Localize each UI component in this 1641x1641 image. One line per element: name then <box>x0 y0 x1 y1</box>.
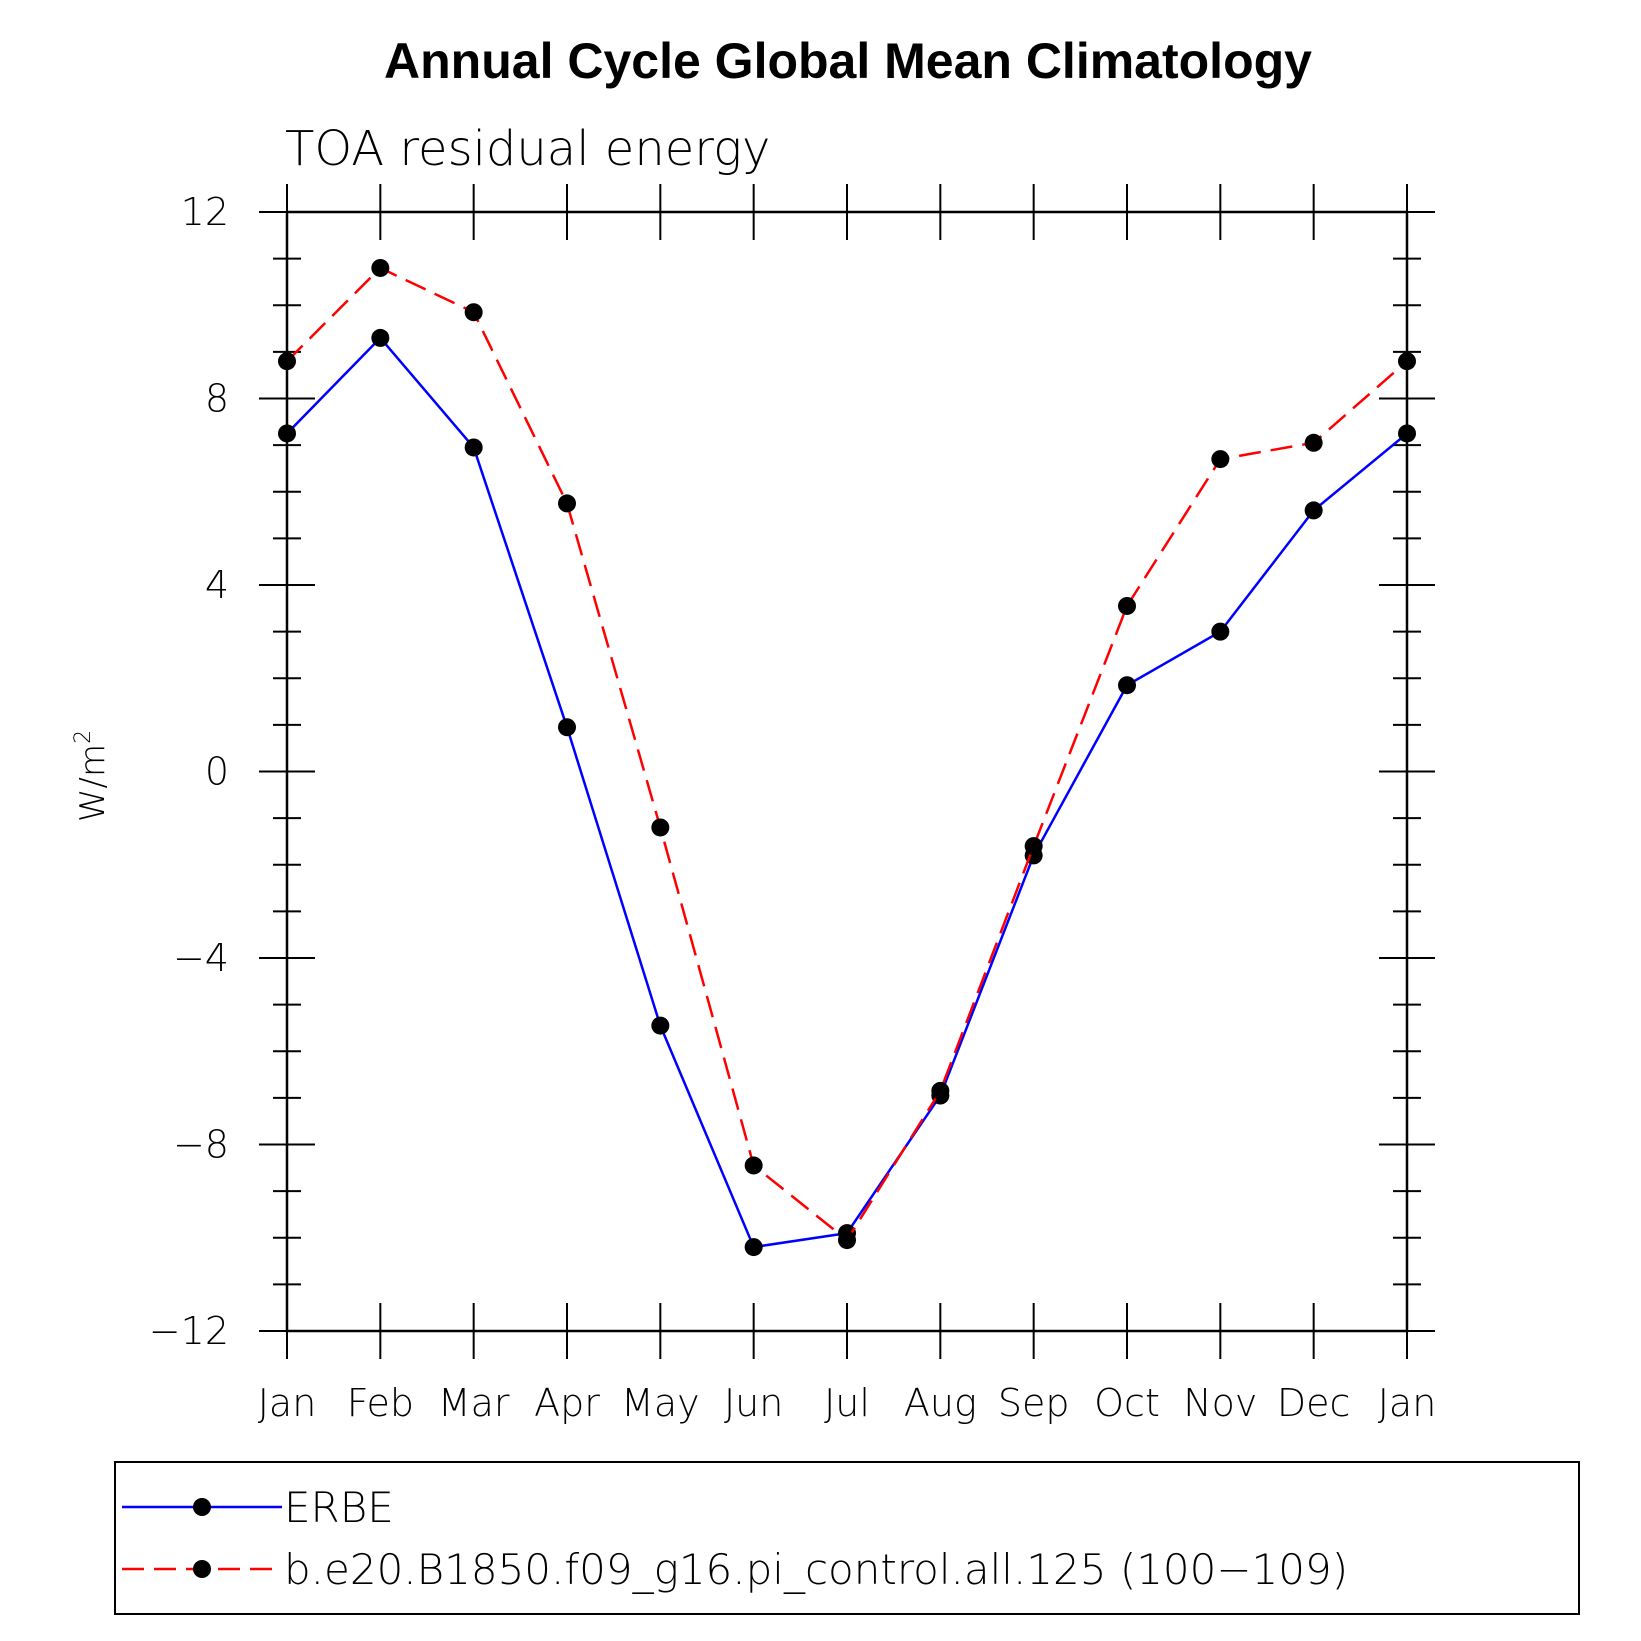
y-axis-label-superscript: 2 <box>71 730 96 744</box>
legend-marker <box>193 1560 211 1578</box>
data-point <box>1398 424 1416 443</box>
data-point <box>558 494 576 513</box>
x-tick-label: Jan <box>1378 1381 1437 1425</box>
x-tick-label: Oct <box>1094 1381 1160 1425</box>
x-tick-label: Dec <box>1277 1381 1351 1425</box>
x-tick-labels: Jan Feb Mar Apr May Jun Jul Aug Sep Oct Nov Dec Jan <box>258 1381 1437 1425</box>
data-series <box>278 258 1416 1257</box>
legend-item-2: b.e20.B1850.f09_g16.pi_control.all.125 (… <box>122 1545 1348 1594</box>
chart-title: Annual Cycle Global Mean Climatology <box>384 33 1312 89</box>
x-tick-label: Mar <box>438 1381 510 1425</box>
series-2 <box>278 258 1416 1250</box>
series-1 <box>278 328 1416 1257</box>
data-point <box>1024 837 1043 856</box>
data-point <box>838 1231 856 1250</box>
x-tick-label: Feb <box>347 1381 414 1425</box>
y-tick-label: 8 <box>205 377 229 421</box>
data-point <box>558 718 576 737</box>
x-tick-label: Jul <box>824 1381 870 1425</box>
legend-box <box>114 1461 1580 1615</box>
y-tick-label: −12 <box>149 1309 229 1353</box>
series-line <box>286 266 1408 1242</box>
data-point <box>744 1238 763 1257</box>
data-point <box>278 424 296 443</box>
data-point <box>464 303 483 322</box>
data-point <box>371 258 390 277</box>
legend-label: ERBE <box>284 1483 394 1532</box>
y-tick-label: 0 <box>205 750 229 794</box>
legend-item-1: ERBE <box>122 1483 394 1532</box>
data-point <box>371 328 390 347</box>
data-point <box>1118 596 1136 615</box>
data-point <box>278 352 296 371</box>
y-tick-label: 12 <box>181 190 229 234</box>
x-tick-label: May <box>621 1381 700 1425</box>
plot-frame <box>285 210 1409 1333</box>
x-tick-label: Apr <box>534 1381 600 1425</box>
legend-label: b.e20.B1850.f09_g16.pi_control.all.125 (… <box>284 1545 1348 1594</box>
data-point <box>931 1081 950 1100</box>
y-tick-labels: 12 8 4 0 −4 −8 −12 <box>149 190 229 1353</box>
series-line <box>286 336 1408 1249</box>
y-axis-label-text: W/m <box>73 744 113 822</box>
legend: ERBE b.e20.B1850.f09_g16.pi_control.all.1… <box>122 1483 1348 1594</box>
data-point <box>464 438 483 457</box>
x-tick-label: Sep <box>998 1381 1070 1425</box>
data-point <box>1304 433 1323 452</box>
y-tick-label: −4 <box>173 936 229 980</box>
data-point <box>1398 352 1416 371</box>
data-point <box>651 818 670 837</box>
axis-ticks <box>259 184 1435 1359</box>
data-point <box>1304 501 1323 520</box>
data-point <box>1211 450 1230 469</box>
x-tick-label: Aug <box>904 1381 977 1425</box>
legend-marker <box>193 1498 211 1516</box>
y-tick-label: 4 <box>205 563 229 607</box>
svg-text:W/m2: W/m2 <box>71 730 113 822</box>
data-point <box>1211 622 1230 641</box>
x-tick-label: Jun <box>724 1381 783 1425</box>
data-point <box>651 1016 670 1035</box>
y-tick-label: −8 <box>173 1123 229 1167</box>
x-tick-label: Jan <box>258 1381 317 1425</box>
x-tick-label: Nov <box>1183 1381 1257 1425</box>
data-point <box>1118 676 1136 695</box>
y-axis-label: W/m2 <box>71 730 113 822</box>
chart-subtitle: TOA residual energy <box>285 121 770 177</box>
data-point <box>744 1156 763 1175</box>
